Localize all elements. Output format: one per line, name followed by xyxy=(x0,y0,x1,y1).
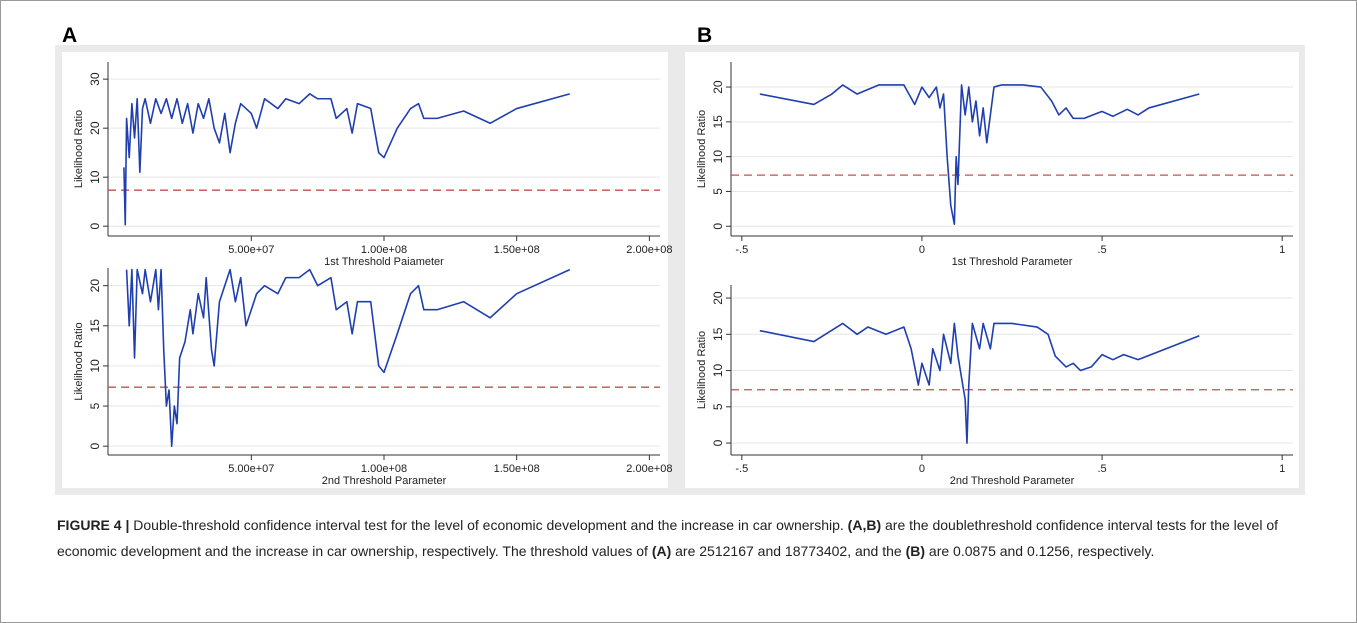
y-tick-label: 10 xyxy=(88,170,102,184)
caption-run: are the doublethreshold confidence inter… xyxy=(57,517,1279,559)
x-axis-title: 2nd Threshold Parameter xyxy=(322,475,447,487)
y-tick-label: 5 xyxy=(711,403,725,410)
y-tick-label: 0 xyxy=(88,223,102,230)
caption-run: (A,B) xyxy=(847,517,882,533)
caption-run: are 0.0875 and 0.1256, respectively. xyxy=(925,543,1155,559)
x-axis-title: 2nd Threshold Parameter xyxy=(950,475,1075,487)
y-axis-title: Likelihood Ratio xyxy=(696,110,708,188)
caption-run: FIGURE 4 | xyxy=(57,517,130,533)
y-tick-label: 10 xyxy=(711,364,725,378)
y-tick-label: 0 xyxy=(711,439,725,446)
x-tick-label: 0 xyxy=(919,463,925,475)
y-tick-label: 15 xyxy=(711,115,725,129)
panel-label: A xyxy=(62,24,77,47)
x-tick-label: -.5 xyxy=(735,463,748,475)
x-tick-label: 1 xyxy=(1279,463,1285,475)
y-tick-label: 15 xyxy=(711,327,725,341)
y-tick-label: 5 xyxy=(88,402,102,409)
y-tick-label: 5 xyxy=(711,188,725,195)
x-tick-label: 5.00e+07 xyxy=(228,463,274,475)
x-tick-label: -.5 xyxy=(735,244,748,256)
y-tick-label: 30 xyxy=(88,72,102,86)
x-tick-label: 2.00e+08 xyxy=(626,244,672,256)
x-tick-label: 2.00e+08 xyxy=(626,463,672,475)
caption-run: are 2512167 and 18773402, and the xyxy=(671,543,906,559)
data-line xyxy=(759,84,1200,225)
y-axis-title: Likelihood Ratio xyxy=(73,110,85,188)
caption-run: (B) xyxy=(905,543,926,559)
x-tick-label: 1 xyxy=(1279,244,1285,256)
y-tick-label: 0 xyxy=(711,223,725,230)
caption-run: (A) xyxy=(651,543,672,559)
data-line xyxy=(125,268,571,447)
x-tick-label: 1.50e+08 xyxy=(494,463,540,475)
caption: FIGURE 4 | Double-threshold confidence i… xyxy=(57,512,1332,564)
caption-run: Double-threshold confidence interval tes… xyxy=(129,517,848,533)
panel-label: B xyxy=(697,24,712,47)
y-tick-label: 10 xyxy=(711,150,725,164)
y-tick-label: 20 xyxy=(711,80,725,94)
x-tick-label: .5 xyxy=(1097,463,1106,475)
y-axis-title: Likelihood Ratio xyxy=(696,331,708,409)
y-tick-label: 10 xyxy=(88,359,102,373)
data-line xyxy=(759,322,1200,444)
x-tick-label: 0 xyxy=(919,244,925,256)
panel-b-background xyxy=(685,52,1299,488)
x-tick-label: 1.50e+08 xyxy=(494,244,540,256)
y-tick-label: 20 xyxy=(88,121,102,135)
x-tick-label: 5.00e+07 xyxy=(228,244,274,256)
x-axis-title: 1st Threshold Parameter xyxy=(952,256,1073,268)
x-tick-label: 1.00e+08 xyxy=(361,244,407,256)
y-tick-label: 15 xyxy=(88,319,102,333)
x-tick-label: 1.00e+08 xyxy=(361,463,407,475)
x-axis-title: 1st Threshold Paiameter xyxy=(324,256,444,268)
data-line xyxy=(123,93,570,226)
y-tick-label: 20 xyxy=(711,291,725,305)
y-tick-label: 0 xyxy=(88,443,102,450)
x-tick-label: .5 xyxy=(1097,244,1106,256)
y-axis-title: Likelihood Ratio xyxy=(73,322,85,400)
y-tick-label: 20 xyxy=(88,279,102,293)
panel-a-background xyxy=(62,52,668,488)
